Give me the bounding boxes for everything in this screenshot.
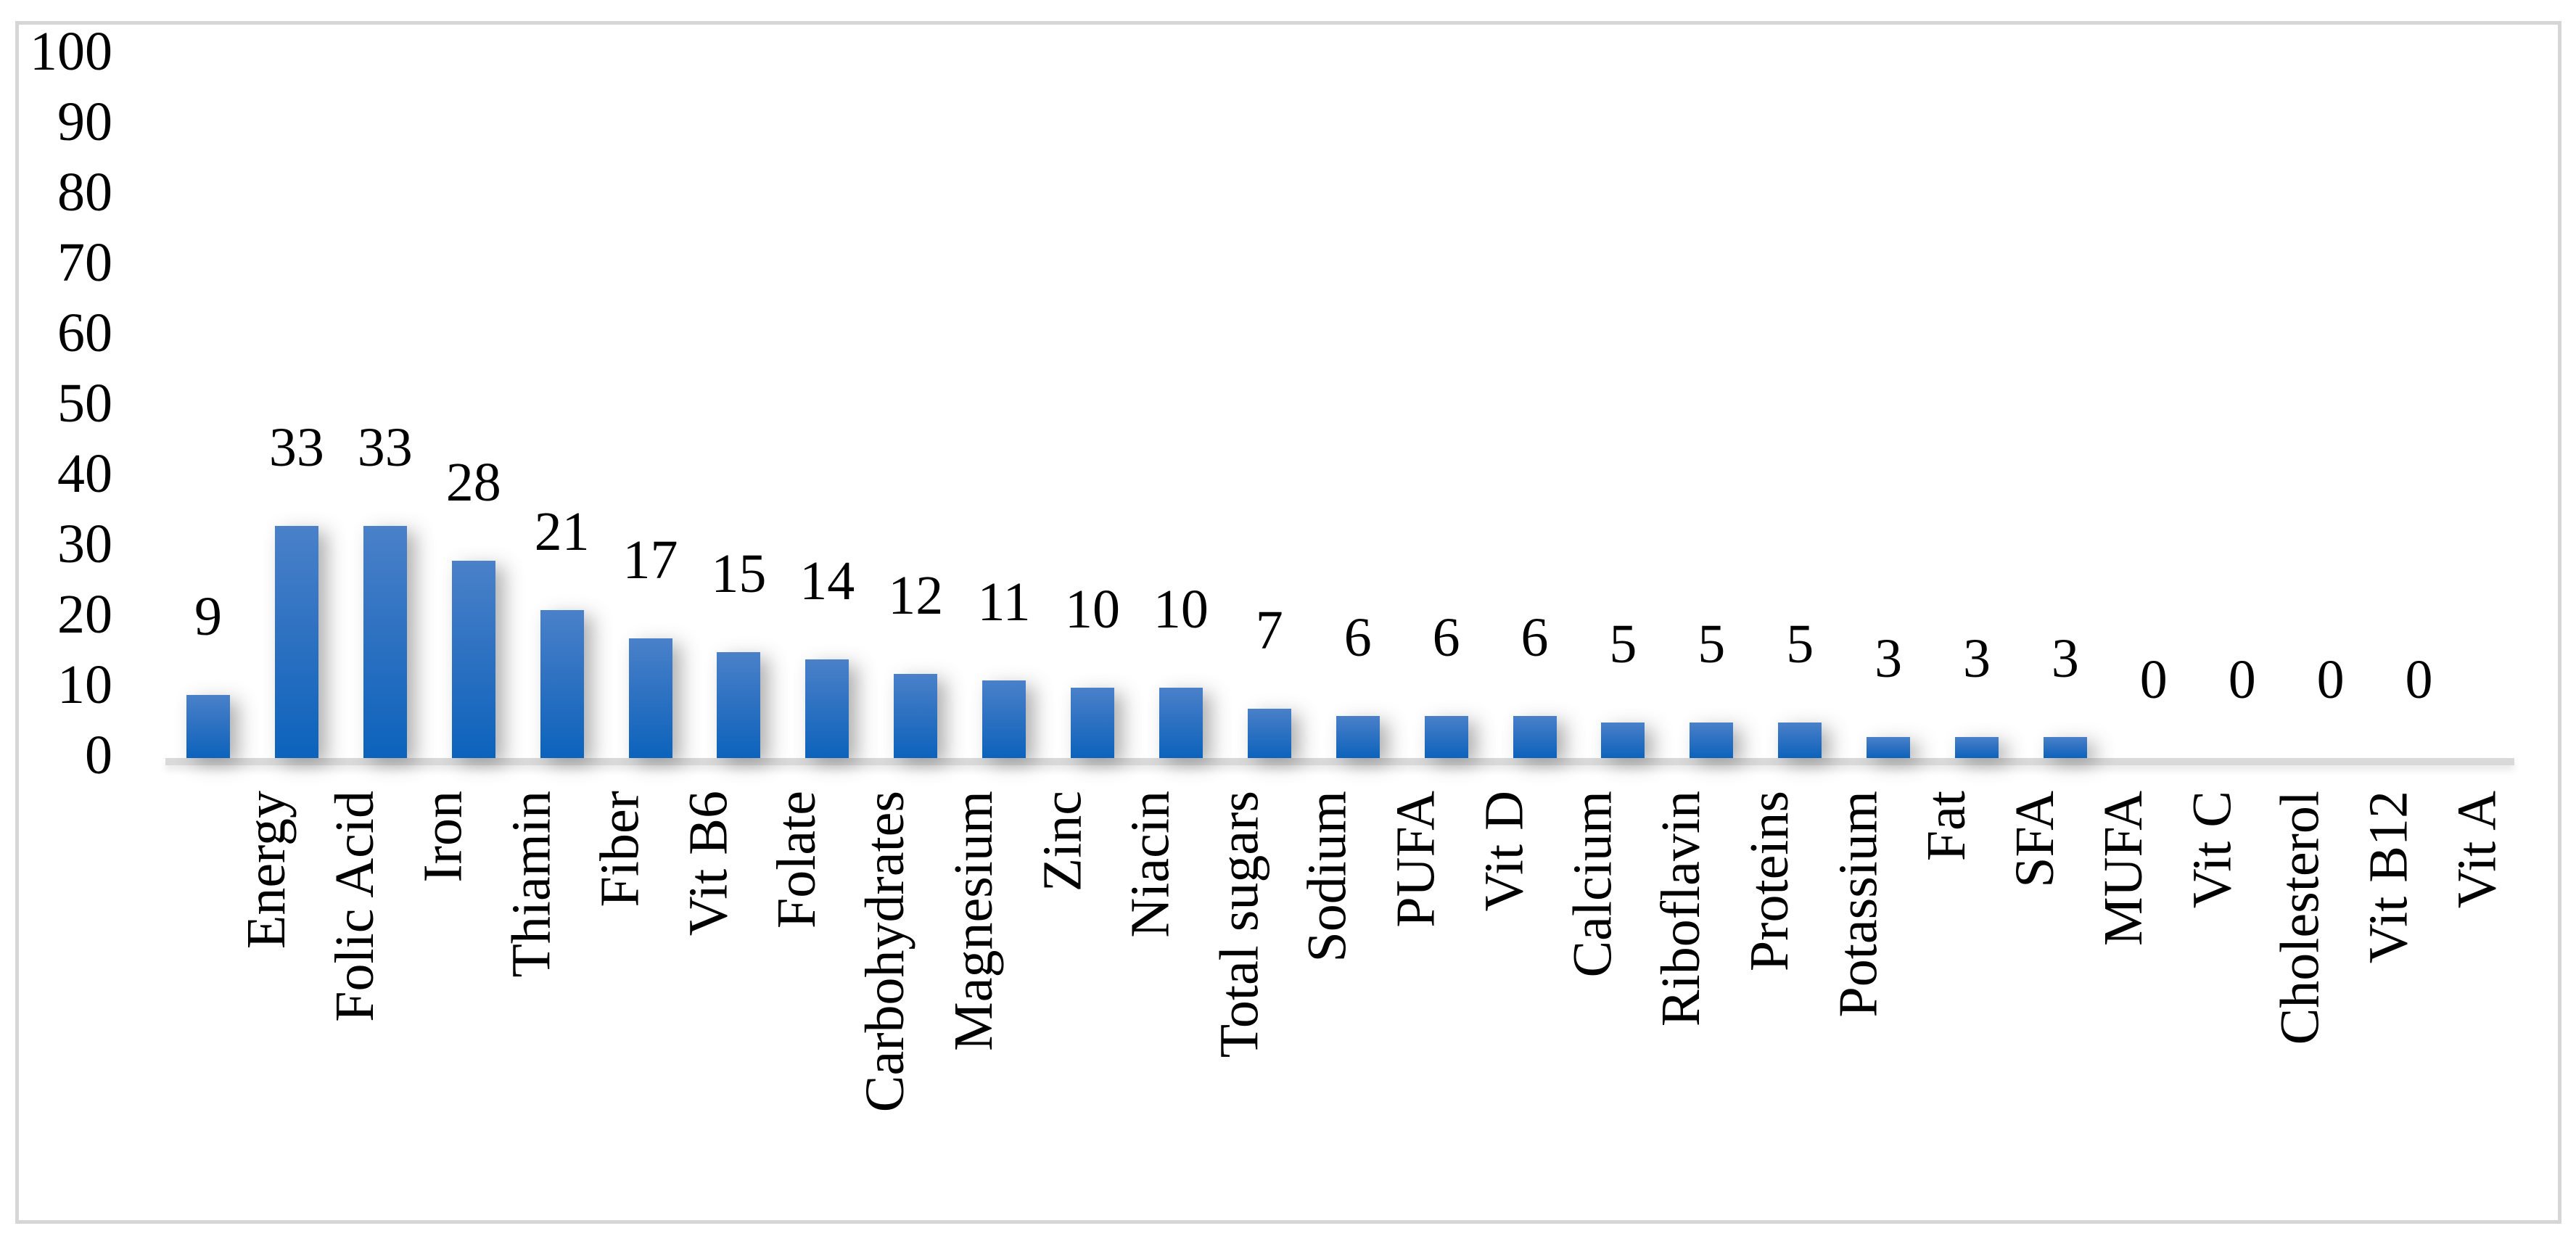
x-category-label: Total sugars bbox=[1208, 791, 1270, 1058]
bar bbox=[2043, 737, 2087, 758]
y-tick-label: 60 bbox=[57, 302, 112, 363]
x-category-label: Proteins bbox=[1739, 791, 1801, 972]
x-category-label: Folate bbox=[766, 791, 828, 929]
bar bbox=[274, 526, 318, 758]
x-category-label: Thiamin bbox=[501, 791, 562, 978]
y-tick-label: 90 bbox=[57, 91, 112, 152]
x-category-label: Calcium bbox=[1562, 791, 1624, 978]
bar-value-label: 0 bbox=[2139, 649, 2168, 710]
bar-value-label: 6 bbox=[1521, 607, 1549, 668]
y-tick-label: 10 bbox=[57, 654, 112, 715]
x-category-label: Zinc bbox=[1032, 791, 1093, 892]
bar-value-label: 33 bbox=[357, 417, 413, 478]
bar-value-label: 3 bbox=[1963, 628, 1991, 689]
x-category-label: Sodium bbox=[1296, 791, 1358, 963]
bar bbox=[1867, 737, 1911, 758]
x-category-label: SFA bbox=[2004, 791, 2065, 888]
bar-value-label: 0 bbox=[2228, 649, 2256, 710]
bar bbox=[982, 680, 1026, 758]
bar-value-label: 14 bbox=[799, 551, 855, 612]
x-category-label: Iron bbox=[412, 791, 474, 883]
bar-value-label: 5 bbox=[1698, 614, 1726, 675]
x-category-label: Riboflavin bbox=[1650, 791, 1712, 1027]
bar-value-label: 5 bbox=[1786, 614, 1814, 675]
y-tick-label: 20 bbox=[57, 584, 112, 645]
bar bbox=[1424, 716, 1468, 758]
y-tick-label: 40 bbox=[57, 443, 112, 504]
x-category-label: MUFA bbox=[2092, 791, 2154, 946]
x-category-label: Vit B6 bbox=[678, 791, 739, 937]
bar bbox=[628, 638, 672, 758]
bar bbox=[451, 561, 495, 758]
bar-value-label: 3 bbox=[2051, 628, 2079, 689]
bar-value-label: 10 bbox=[1153, 579, 1209, 640]
x-category-label: Fat bbox=[1916, 791, 1978, 862]
chart-frame-border bbox=[15, 21, 2561, 1224]
bar bbox=[894, 674, 938, 758]
y-tick-label: 50 bbox=[57, 373, 112, 434]
bar-value-label: 3 bbox=[1875, 628, 1903, 689]
y-tick-label: 30 bbox=[57, 514, 112, 575]
x-category-label: Vit A bbox=[2446, 791, 2508, 909]
x-category-label: Fiber bbox=[589, 791, 651, 907]
bar bbox=[540, 610, 584, 758]
x-category-label: PUFA bbox=[1385, 791, 1447, 928]
bar bbox=[1778, 723, 1822, 758]
y-tick-label: 0 bbox=[85, 725, 112, 786]
bar-value-label: 10 bbox=[1065, 579, 1120, 640]
x-category-label: Vit C bbox=[2181, 791, 2242, 909]
bar bbox=[363, 526, 407, 758]
bar-value-label: 9 bbox=[194, 586, 222, 647]
bar bbox=[1159, 688, 1203, 758]
bar-value-label: 11 bbox=[977, 572, 1031, 633]
y-tick-label: 80 bbox=[57, 162, 112, 223]
x-category-label: Energy bbox=[236, 791, 297, 950]
bar bbox=[1690, 723, 1734, 758]
bar bbox=[717, 652, 761, 758]
bar bbox=[1071, 688, 1114, 758]
bar-value-label: 33 bbox=[268, 417, 324, 478]
bar-value-label: 17 bbox=[622, 530, 678, 590]
bar-value-label: 5 bbox=[1609, 614, 1637, 675]
bar bbox=[1955, 737, 1999, 758]
bar-value-label: 6 bbox=[1343, 607, 1372, 668]
x-category-label: Vit B12 bbox=[2358, 791, 2419, 964]
bar bbox=[1513, 716, 1557, 758]
bar-value-label: 0 bbox=[2316, 649, 2345, 710]
bar-value-label: 21 bbox=[534, 501, 590, 562]
bar bbox=[805, 659, 849, 758]
bar bbox=[186, 695, 230, 758]
bar-value-label: 12 bbox=[888, 565, 944, 626]
x-category-label: Folic Acid bbox=[324, 791, 385, 1022]
x-category-label: Potassium bbox=[1827, 791, 1889, 1018]
bar bbox=[1336, 716, 1380, 758]
x-category-label: Cholesterol bbox=[2269, 791, 2331, 1045]
bar-value-label: 7 bbox=[1255, 600, 1283, 661]
bar bbox=[1247, 709, 1291, 758]
bar-value-label: 6 bbox=[1432, 607, 1460, 668]
x-category-label: Carbohydrates bbox=[855, 791, 916, 1113]
x-category-label: Magnesium bbox=[943, 791, 1005, 1051]
bar bbox=[1601, 723, 1645, 758]
bar-value-label: 28 bbox=[445, 452, 501, 513]
x-category-label: Vit D bbox=[1473, 791, 1535, 912]
y-tick-label: 70 bbox=[57, 232, 112, 293]
y-tick-label: 100 bbox=[30, 21, 112, 82]
bar-value-label: 0 bbox=[2405, 649, 2433, 710]
bar-value-label: 15 bbox=[711, 543, 767, 604]
x-axis-baseline bbox=[165, 758, 2514, 765]
x-category-label: Niacin bbox=[1120, 791, 1181, 938]
